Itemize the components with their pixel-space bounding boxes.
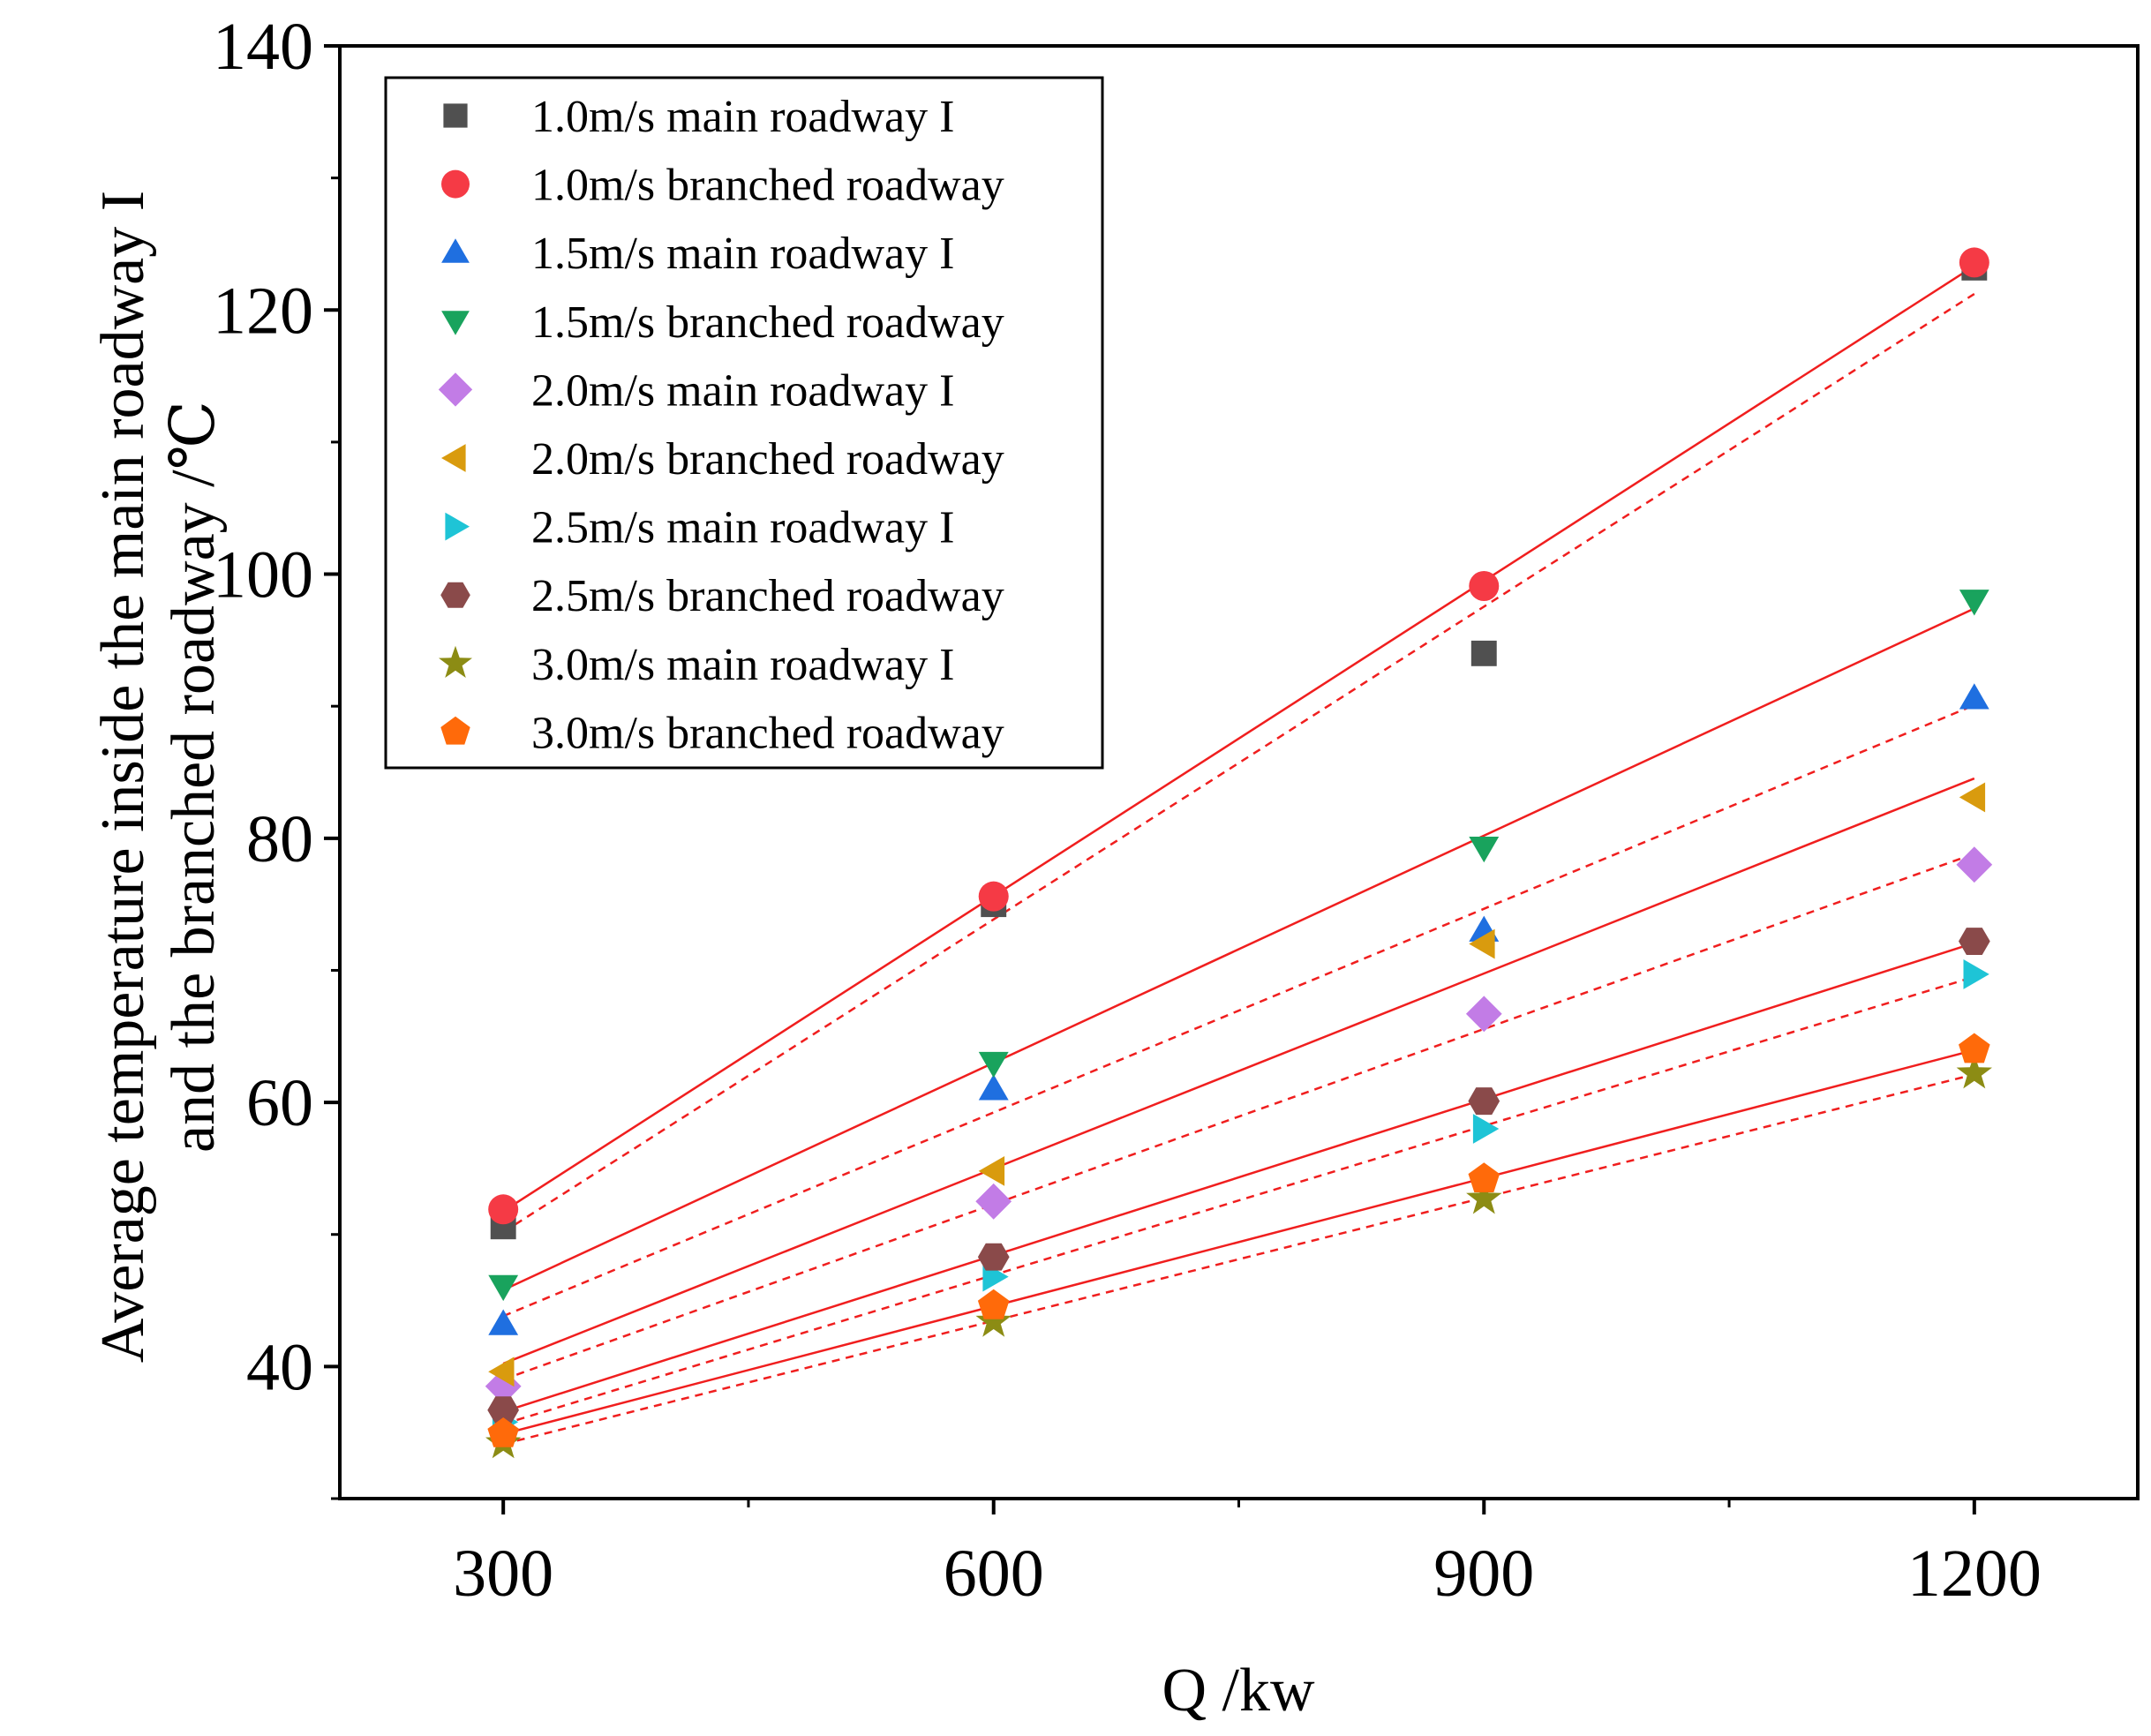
- x-tick-label: 900: [1433, 1537, 1534, 1611]
- data-point: [1959, 1033, 1990, 1063]
- legend-marker: [438, 372, 473, 407]
- fit-line: [502, 1048, 1975, 1436]
- data-point: [1956, 846, 1993, 883]
- x-axis-label: Q /kw: [1162, 1657, 1315, 1725]
- data-point: [1956, 1054, 1992, 1089]
- legend-marker: [440, 716, 470, 745]
- data-point: [978, 1074, 1009, 1101]
- x-tick-label: 600: [944, 1537, 1044, 1611]
- legend-marker: [441, 169, 470, 199]
- legend-marker: [439, 645, 472, 678]
- data-point: [1959, 590, 1989, 616]
- legend-label: 3.0m/s main roadway I: [531, 640, 954, 690]
- data-point: [1469, 837, 1500, 863]
- x-axis: 300 600 900 1200: [340, 1497, 2138, 1611]
- fit-line: [502, 777, 1975, 1365]
- legend-marker: [440, 582, 470, 608]
- data-point: [485, 1368, 522, 1405]
- data-point: [977, 1289, 1010, 1319]
- legend-label: 3.0m/s branched roadway: [531, 708, 1004, 758]
- data-point: [1465, 996, 1502, 1033]
- legend-marker: [441, 311, 470, 335]
- data-point: [487, 1396, 519, 1424]
- y-tick-label: 60: [246, 1066, 313, 1140]
- data-point: [975, 1183, 1012, 1220]
- fit-line: [502, 265, 1975, 1213]
- y-tick-label: 120: [213, 274, 313, 348]
- data-point: [487, 1417, 519, 1447]
- fit-line: [502, 607, 1975, 1291]
- y-tick-label: 40: [246, 1330, 313, 1404]
- data-point: [1468, 1087, 1500, 1116]
- legend-marker: [441, 238, 470, 263]
- data-point: [978, 881, 1009, 912]
- legend-marker: [443, 103, 468, 128]
- data-point: [1469, 571, 1500, 602]
- y-tick-label: 140: [213, 10, 313, 84]
- legend-marker: [445, 512, 470, 541]
- data-point: [1470, 640, 1497, 666]
- legend-label: 1.5m/s branched roadway: [531, 297, 1004, 348]
- data-point: [488, 1356, 515, 1387]
- y-axis-label-line-2: and the branched roadway /℃: [160, 401, 228, 1153]
- y-axis-label-line-1: Average temperature inside the main road…: [89, 191, 157, 1363]
- y-tick-label: 100: [213, 538, 313, 612]
- legend-label: 1.0m/s branched roadway: [531, 161, 1004, 211]
- data-point: [488, 1274, 519, 1302]
- x-tick-label: 1200: [1907, 1537, 2042, 1611]
- data-point: [978, 1051, 1009, 1078]
- legend: 1.0m/s main roadway I 1.0m/s branched roa…: [384, 76, 1104, 770]
- legend-label: 2.0m/s main roadway I: [531, 365, 954, 416]
- legend-label: 2.5m/s branched roadway: [531, 571, 1004, 621]
- fit-line: [502, 942, 1975, 1413]
- y-axis-label: Average temperature inside the main road…: [89, 191, 228, 1363]
- legend-box: [384, 76, 1104, 770]
- x-tick-label: 300: [453, 1537, 553, 1611]
- y-axis: 40 60 80 100 120 140: [213, 10, 342, 1500]
- legend-label: 1.0m/s main roadway I: [531, 92, 954, 142]
- data-point: [1963, 959, 1989, 989]
- fit-line: [502, 975, 1975, 1425]
- data-point: [1959, 928, 1990, 955]
- data-point: [1469, 928, 1495, 959]
- data-point: [1959, 247, 1989, 278]
- data-point: [1472, 1114, 1500, 1144]
- data-point: [488, 1309, 519, 1335]
- data-point: [977, 1243, 1010, 1271]
- legend-marker: [441, 444, 466, 472]
- fit-line: [502, 703, 1975, 1318]
- legend-label: 2.0m/s branched roadway: [531, 434, 1004, 485]
- data-markers: [485, 247, 1993, 1459]
- data-point: [1959, 782, 1986, 813]
- data-point: [1468, 1162, 1500, 1192]
- fit-lines: [502, 265, 1975, 1446]
- data-point: [1959, 683, 1989, 710]
- legend-label: 1.5m/s main roadway I: [531, 229, 954, 279]
- data-point: [978, 1156, 1005, 1186]
- y-tick-label: 80: [246, 802, 313, 876]
- data-point: [488, 1194, 519, 1225]
- data-point: [975, 1303, 1012, 1337]
- fit-line: [502, 1073, 1975, 1446]
- fit-line: [502, 853, 1975, 1381]
- legend-label: 2.5m/s main roadway I: [531, 503, 954, 553]
- data-point: [1466, 1180, 1502, 1214]
